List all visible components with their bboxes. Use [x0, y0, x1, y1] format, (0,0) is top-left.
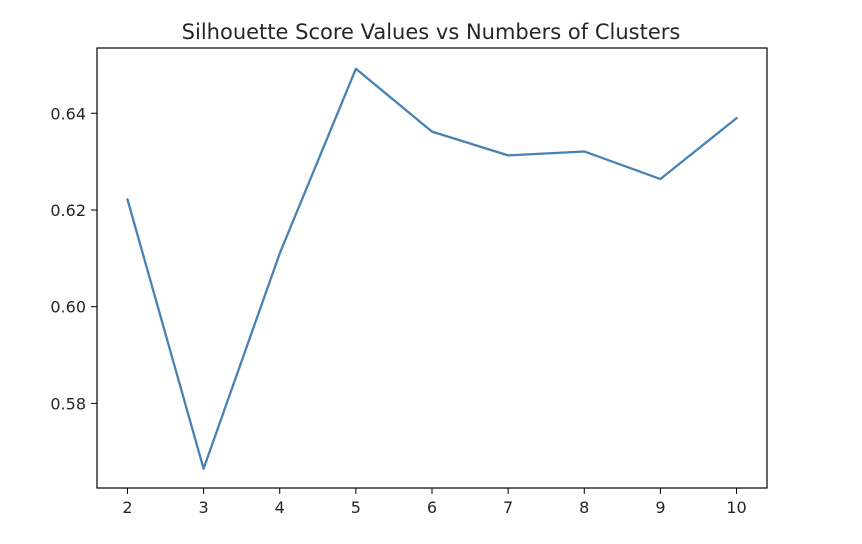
chart-title: Silhouette Score Values vs Numbers of Cl…	[182, 20, 681, 44]
x-tick-label: 2	[122, 498, 132, 517]
series-layer	[126, 67, 738, 470]
y-tick-label: 0.64	[50, 104, 86, 123]
x-tick-label: 3	[198, 498, 208, 517]
y-tick-label: 0.58	[50, 394, 86, 413]
x-axis: 2 3 4 5 6 7 8 9 10	[122, 488, 747, 517]
plot-area-frame	[96, 47, 768, 489]
x-tick-label: 7	[503, 498, 513, 517]
y-axis: 0.58 0.60 0.62 0.64	[50, 104, 97, 413]
y-tick-label: 0.62	[50, 201, 86, 220]
x-tick-label: 6	[427, 498, 437, 517]
x-tick-label: 5	[351, 498, 361, 517]
x-tick-label: 10	[726, 498, 746, 517]
x-tick-label: 8	[579, 498, 589, 517]
x-tick-label: 4	[275, 498, 285, 517]
series-line	[126, 67, 738, 470]
x-tick-label: 9	[655, 498, 665, 517]
y-tick-label: 0.60	[50, 298, 86, 317]
